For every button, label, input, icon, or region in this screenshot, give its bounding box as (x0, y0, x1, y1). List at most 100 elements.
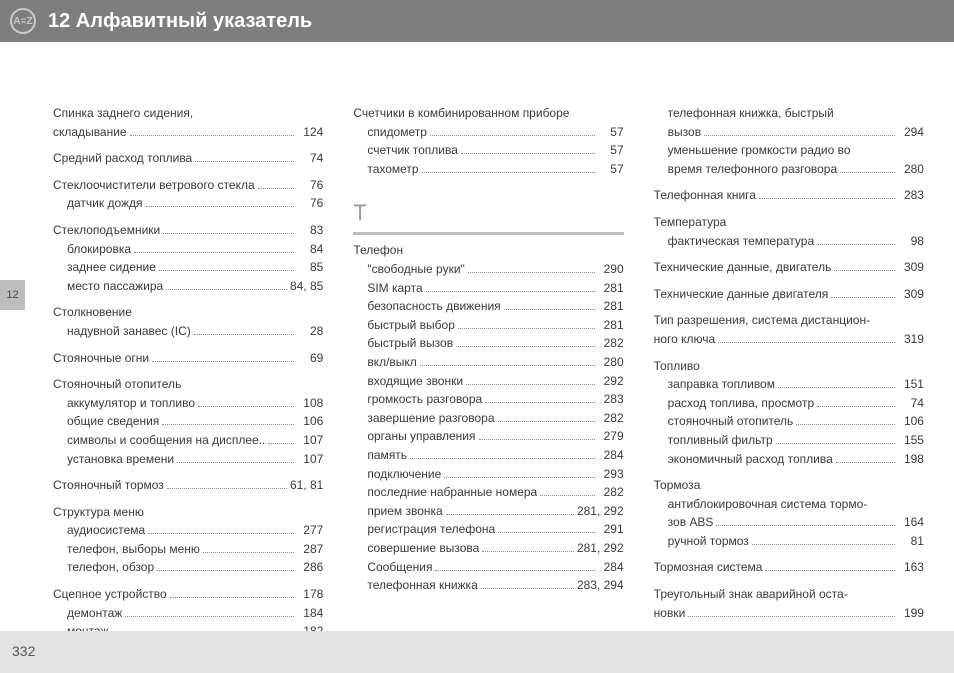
index-page: 61, 81 (290, 476, 323, 495)
index-page: 284 (598, 558, 624, 577)
leader-dots (688, 607, 895, 617)
index-row: Стояночный отопитель (53, 375, 323, 394)
index-group: Структура менюаудиосистема277телефон, вы… (53, 503, 323, 577)
index-page: 178 (297, 585, 323, 604)
leader-dots (152, 352, 294, 362)
index-row: Структура меню (53, 503, 323, 522)
index-row: Треугольный знак аварийной оста- (654, 585, 924, 604)
index-page: 309 (898, 285, 924, 304)
index-row: экономичный расход топлива198 (654, 450, 924, 469)
index-label: Сообщения (367, 558, 432, 577)
index-label: органы управления (367, 427, 475, 446)
index-row: Телефон (353, 241, 623, 260)
index-row: уменьшение громкости радио во (654, 141, 924, 160)
leader-dots (177, 453, 294, 463)
index-label: экономичный расход топлива (668, 450, 833, 469)
index-page: 164 (898, 513, 924, 532)
page-number: 332 (12, 643, 35, 659)
index-page: 281 (598, 316, 624, 335)
index-page: 280 (898, 160, 924, 179)
index-label: заправка топливом (668, 375, 775, 394)
index-page: 124 (297, 123, 323, 142)
index-page: 283 (898, 186, 924, 205)
index-label: уменьшение громкости радио во (668, 141, 851, 160)
leader-dots (466, 375, 595, 385)
az-icon: A=Z (10, 8, 36, 34)
leader-dots (125, 607, 294, 617)
index-page: 280 (598, 353, 624, 372)
index-row: новки199 (654, 604, 924, 623)
index-label: Счетчики в комбинированном приборе (353, 104, 569, 123)
index-label: "свободные руки" (367, 260, 464, 279)
index-page: 163 (898, 558, 924, 577)
index-row: тахометр57 (353, 160, 623, 179)
index-row: демонтаж184 (53, 604, 323, 623)
index-group: Тормозаантиблокировочная система тормо-з… (654, 476, 924, 550)
index-page: 184 (297, 604, 323, 623)
index-row: символы и сообщения на дисплее..107 (53, 431, 323, 450)
leader-dots (778, 379, 895, 389)
leader-dots (817, 397, 895, 407)
leader-dots (198, 397, 294, 407)
leader-dots (258, 179, 295, 189)
index-row: завершение разговора282 (353, 409, 623, 428)
index-group: Телефон"свободные руки"290SIM карта281бе… (353, 241, 623, 594)
index-group: Тип разрешения, система дистанцион-ного … (654, 311, 924, 348)
leader-dots (435, 561, 594, 571)
index-label: Топливо (654, 357, 700, 376)
page-header: A=Z 12 Алфавитный указатель (0, 0, 954, 42)
index-page: 57 (598, 123, 624, 142)
leader-dots (482, 542, 574, 552)
leader-dots (540, 487, 594, 497)
leader-dots (420, 356, 595, 366)
leader-dots (157, 562, 294, 572)
index-page: 83 (297, 221, 323, 240)
chapter-tab: 12 (0, 280, 25, 310)
leader-dots (426, 282, 595, 292)
index-row: входящие звонки292 (353, 372, 623, 391)
index-group: Стояночный отопительаккумулятор и топлив… (53, 375, 323, 468)
index-page: 57 (598, 141, 624, 160)
index-label: датчик дождя (67, 194, 143, 213)
index-label: Спинка заднего сидения, (53, 104, 193, 123)
index-label: зов ABS (668, 513, 714, 532)
index-label: расход топлива, просмотр (668, 394, 814, 413)
index-page: 76 (297, 194, 323, 213)
index-label: блокировка (67, 240, 131, 259)
leader-dots (776, 434, 895, 444)
index-label: телефон, обзор (67, 558, 154, 577)
leader-dots (268, 434, 294, 444)
index-page: 284 (598, 446, 624, 465)
index-row: ручной тормоз81 (654, 532, 924, 551)
leader-dots (831, 288, 895, 298)
index-label: Тип разрешения, система дистанцион- (654, 311, 870, 330)
index-row: органы управления279 (353, 427, 623, 446)
index-row: антиблокировочная система тормо- (654, 495, 924, 514)
index-group: Спинка заднего сидения,складывание124 (53, 104, 323, 141)
index-row: Технические данные, двигатель309 (654, 258, 924, 277)
index-label: входящие звонки (367, 372, 463, 391)
index-page: 85 (297, 258, 323, 277)
index-label: Телефон (353, 241, 403, 260)
index-label: аккумулятор и топливо (67, 394, 195, 413)
index-row: время телефонного разговора280 (654, 160, 924, 179)
index-row: складывание124 (53, 123, 323, 142)
index-label: фактическая температура (668, 232, 814, 251)
index-group: Топливозаправка топливом151расход топлив… (654, 357, 924, 469)
index-row: телефонная книжка, быстрый (654, 104, 924, 123)
index-row: вкл/выкл280 (353, 353, 623, 372)
index-label: телефон, выборы меню (67, 540, 200, 559)
index-page: 106 (898, 412, 924, 431)
leader-dots (485, 394, 594, 404)
index-page: 283, 294 (577, 576, 624, 595)
index-label: ного ключа (654, 330, 715, 349)
index-label: новки (654, 604, 686, 623)
leader-dots (817, 235, 895, 245)
index-row: прием звонка281, 292 (353, 502, 623, 521)
index-content: Спинка заднего сидения,складывание124Сре… (53, 104, 924, 613)
leader-dots (170, 588, 295, 598)
index-page: 98 (898, 232, 924, 251)
index-page: 281, 292 (577, 502, 624, 521)
leader-dots (410, 449, 595, 459)
index-row: место пассажира84, 85 (53, 277, 323, 296)
